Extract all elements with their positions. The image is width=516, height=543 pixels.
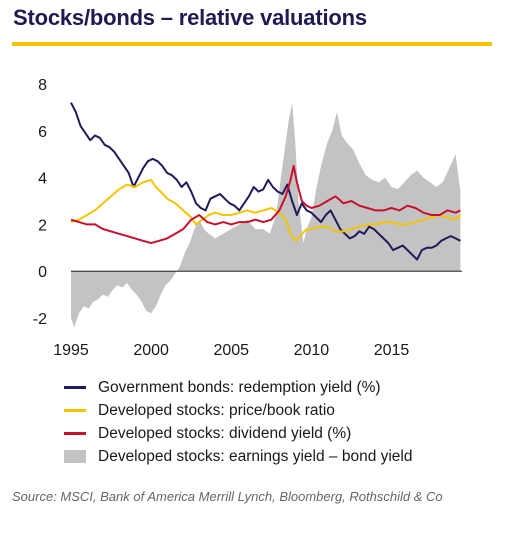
- x-tick-label: 2005: [213, 342, 249, 359]
- legend-item-bonds: Government bonds: redemption yield (%): [64, 376, 413, 399]
- x-tick-label: 1995: [53, 342, 89, 359]
- x-axis-ticks: 1995 2000 2005 2010 2015: [53, 342, 409, 359]
- series-line-developed-stocks-dividend-yield: [70, 164, 461, 245]
- legend: Government bonds: redemption yield (%) D…: [64, 376, 413, 468]
- y-tick-label: 6: [38, 124, 47, 141]
- legend-item-earnings-gap: Developed stocks: earnings yield – bond …: [64, 445, 413, 468]
- y-tick-label: -2: [33, 311, 47, 328]
- legend-item-dividend: Developed stocks: dividend yield (%): [64, 422, 413, 445]
- legend-label-earnings-gap: Developed stocks: earnings yield – bond …: [98, 447, 413, 465]
- legend-label-dividend: Developed stocks: dividend yield (%): [98, 424, 352, 442]
- legend-item-price-book: Developed stocks: price/book ratio: [64, 399, 413, 422]
- y-tick-label: 2: [38, 217, 47, 234]
- chart-title: Stocks/bonds – relative valuations: [13, 5, 367, 30]
- source-note: Source: MSCI, Bank of America Merrill Ly…: [12, 489, 443, 504]
- series-line-developed-stocks-price-book-ratio: [70, 178, 462, 242]
- y-tick-label: 0: [38, 264, 47, 281]
- area-layer: [71, 102, 461, 328]
- chart: 8 6 4 2 0 -2 1995 2000 2005 2010 2015: [33, 77, 462, 359]
- y-tick-label: 8: [38, 77, 47, 94]
- series-area-developed-stocks-earnings-yield-bond-yield: [71, 102, 461, 328]
- legend-label-price-book: Developed stocks: price/book ratio: [98, 401, 335, 419]
- x-tick-label: 2010: [294, 342, 330, 359]
- title-underline: [12, 42, 492, 46]
- legend-swatch-earnings-gap: [64, 450, 86, 463]
- legend-label-bonds: Government bonds: redemption yield (%): [98, 378, 381, 396]
- legend-swatch-bonds: [64, 386, 86, 389]
- legend-swatch-dividend: [64, 432, 86, 435]
- x-tick-label: 2015: [374, 342, 410, 359]
- line-layer: [70, 102, 462, 261]
- legend-swatch-price-book: [64, 409, 86, 412]
- y-axis-ticks: 8 6 4 2 0 -2: [33, 77, 47, 328]
- series-line-government-bonds-redemption-yield: [70, 102, 461, 261]
- x-tick-label: 2000: [133, 342, 169, 359]
- y-tick-label: 4: [38, 171, 47, 188]
